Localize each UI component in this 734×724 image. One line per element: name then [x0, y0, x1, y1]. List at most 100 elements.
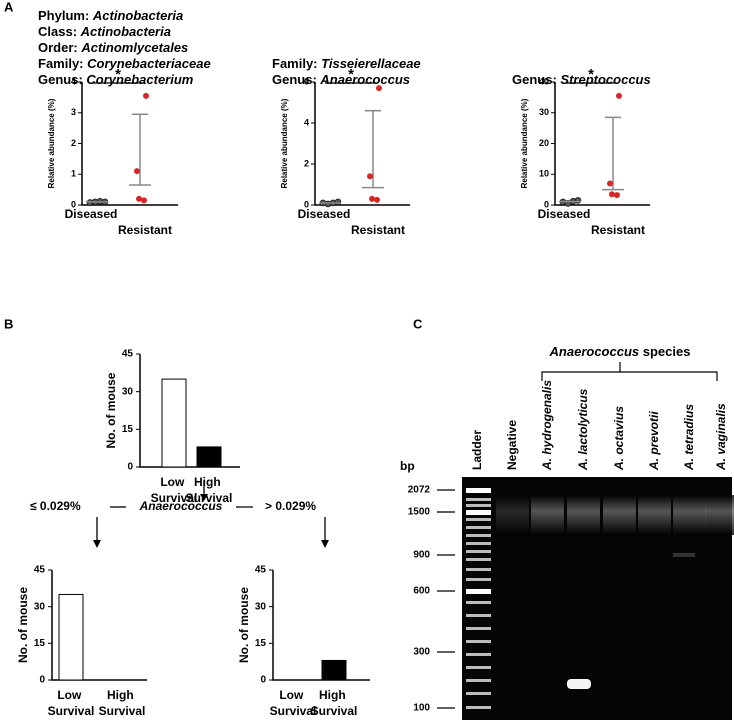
data-point [376, 85, 382, 92]
data-point [609, 191, 615, 198]
data-point [141, 197, 147, 204]
split-node: Anaerococcus [139, 499, 223, 513]
arrowhead [321, 540, 329, 548]
data-point [367, 173, 373, 180]
gel-band [567, 679, 591, 689]
significance-star: * [348, 66, 354, 83]
ladder-band [466, 558, 491, 561]
x-tick-label: High Survival [186, 475, 233, 505]
taxonomy-rank: Family: [272, 56, 318, 71]
taxonomy-line: Genus: Corynebacterium [38, 72, 194, 87]
y-axis-label: Relative abundance (%) [47, 98, 56, 188]
lane-label: Negative [505, 420, 519, 470]
significance-star: * [588, 66, 594, 83]
data-point [136, 195, 142, 202]
taxonomy-line: Family: Tisseierellaceae [272, 56, 421, 71]
marker-label: 2072 [408, 485, 431, 496]
taxonomy-name: Tisseierellaceae [321, 56, 421, 71]
significance-star: * [115, 66, 121, 83]
y-tick-label: 15 [122, 424, 134, 435]
taxonomy-line: Phylum: Actinobacteria [38, 8, 183, 23]
ladder-band [466, 640, 491, 643]
bar [196, 446, 222, 468]
lane-label: A. hydrogenalis [540, 380, 554, 471]
gel-smear [603, 495, 636, 535]
threshold-right: > 0.029% [265, 499, 316, 513]
ladder-band [466, 692, 491, 695]
ladder-band [466, 627, 491, 630]
y-tick-label: 0 [71, 199, 76, 209]
y-axis-label: No. of mouse [237, 587, 251, 663]
ladder-band [466, 488, 491, 493]
taxonomy-rank: Genus: [38, 72, 83, 87]
x-tick-label: Diseased [298, 207, 351, 221]
y-axis-label: No. of mouse [104, 372, 118, 448]
taxonomy-line: Class: Actinobacteria [38, 24, 171, 39]
ladder-band [466, 542, 491, 545]
lane-label: A. octavius [612, 406, 626, 471]
data-point [134, 168, 140, 175]
taxonomy-name: Streptococcus [560, 72, 650, 87]
y-axis-label: Relative abundance (%) [280, 98, 289, 188]
y-tick-label: 30 [539, 107, 549, 117]
ladder-band [466, 518, 491, 521]
ladder-band [466, 498, 491, 501]
y-tick-label: 45 [255, 565, 267, 576]
gel-smear [638, 495, 671, 535]
ladder-band [466, 578, 491, 581]
ladder-band [466, 568, 491, 571]
gel-smear [673, 495, 706, 535]
taxonomy-rank: Family: [38, 56, 84, 71]
y-tick-label: 0 [260, 675, 266, 686]
axis [81, 82, 178, 206]
data-point [374, 196, 380, 203]
gel-smear [496, 495, 529, 535]
bar [161, 378, 187, 468]
gel-smear [705, 495, 734, 535]
ladder-band [466, 504, 491, 507]
data-point [143, 92, 149, 99]
taxonomy-name: Actinomlycetales [80, 40, 188, 55]
axis [314, 82, 410, 206]
ladder-band [466, 706, 491, 709]
y-tick-label: 45 [122, 349, 134, 360]
y-tick-label: 3 [71, 107, 76, 117]
arrowhead [200, 494, 208, 501]
ladder-band [466, 550, 491, 553]
taxonomy-line: Family: Corynebacteriaceae [38, 56, 211, 71]
gel-smear [567, 495, 600, 535]
marker-label: 600 [413, 586, 430, 597]
arrowhead [93, 540, 101, 548]
taxonomy-rank: Phylum: [38, 8, 89, 23]
gel-title-genus: Anaerococcus [549, 344, 640, 359]
ladder-band [466, 526, 491, 529]
x-tick-label: Resistant [351, 223, 405, 237]
bp-unit: bp [400, 459, 415, 473]
data-point [614, 192, 620, 199]
taxonomy-line: Order: Actinomlycetales [38, 40, 188, 55]
lane-label: A. vaginalis [714, 403, 728, 471]
panel-label: C [413, 316, 423, 331]
taxonomy-name: Anaerococcus [319, 72, 410, 87]
panel-label: B [4, 316, 13, 331]
x-tick-label: Diseased [65, 207, 118, 221]
y-tick-label: 40 [539, 76, 549, 86]
taxonomy-name: Actinobacteria [92, 8, 183, 23]
y-tick-label: 4 [304, 117, 309, 127]
y-tick-label: 1 [71, 169, 76, 179]
ladder-band [466, 666, 491, 669]
y-tick-label: 20 [539, 138, 549, 148]
gel-band-faint [673, 553, 695, 557]
axis [139, 354, 240, 468]
y-tick-label: 2 [304, 158, 309, 168]
x-tick-label: High Survival [311, 688, 358, 718]
ladder-band [466, 679, 491, 682]
taxonomy-rank: Genus: [512, 72, 557, 87]
ladder-band [466, 653, 491, 656]
marker-label: 300 [413, 647, 430, 658]
ladder-band [466, 534, 491, 537]
x-tick-label: Diseased [538, 207, 591, 221]
threshold-left: ≤ 0.029% [30, 499, 81, 513]
y-tick-label: 6 [304, 76, 309, 86]
x-tick-label: High Survival [99, 688, 146, 718]
